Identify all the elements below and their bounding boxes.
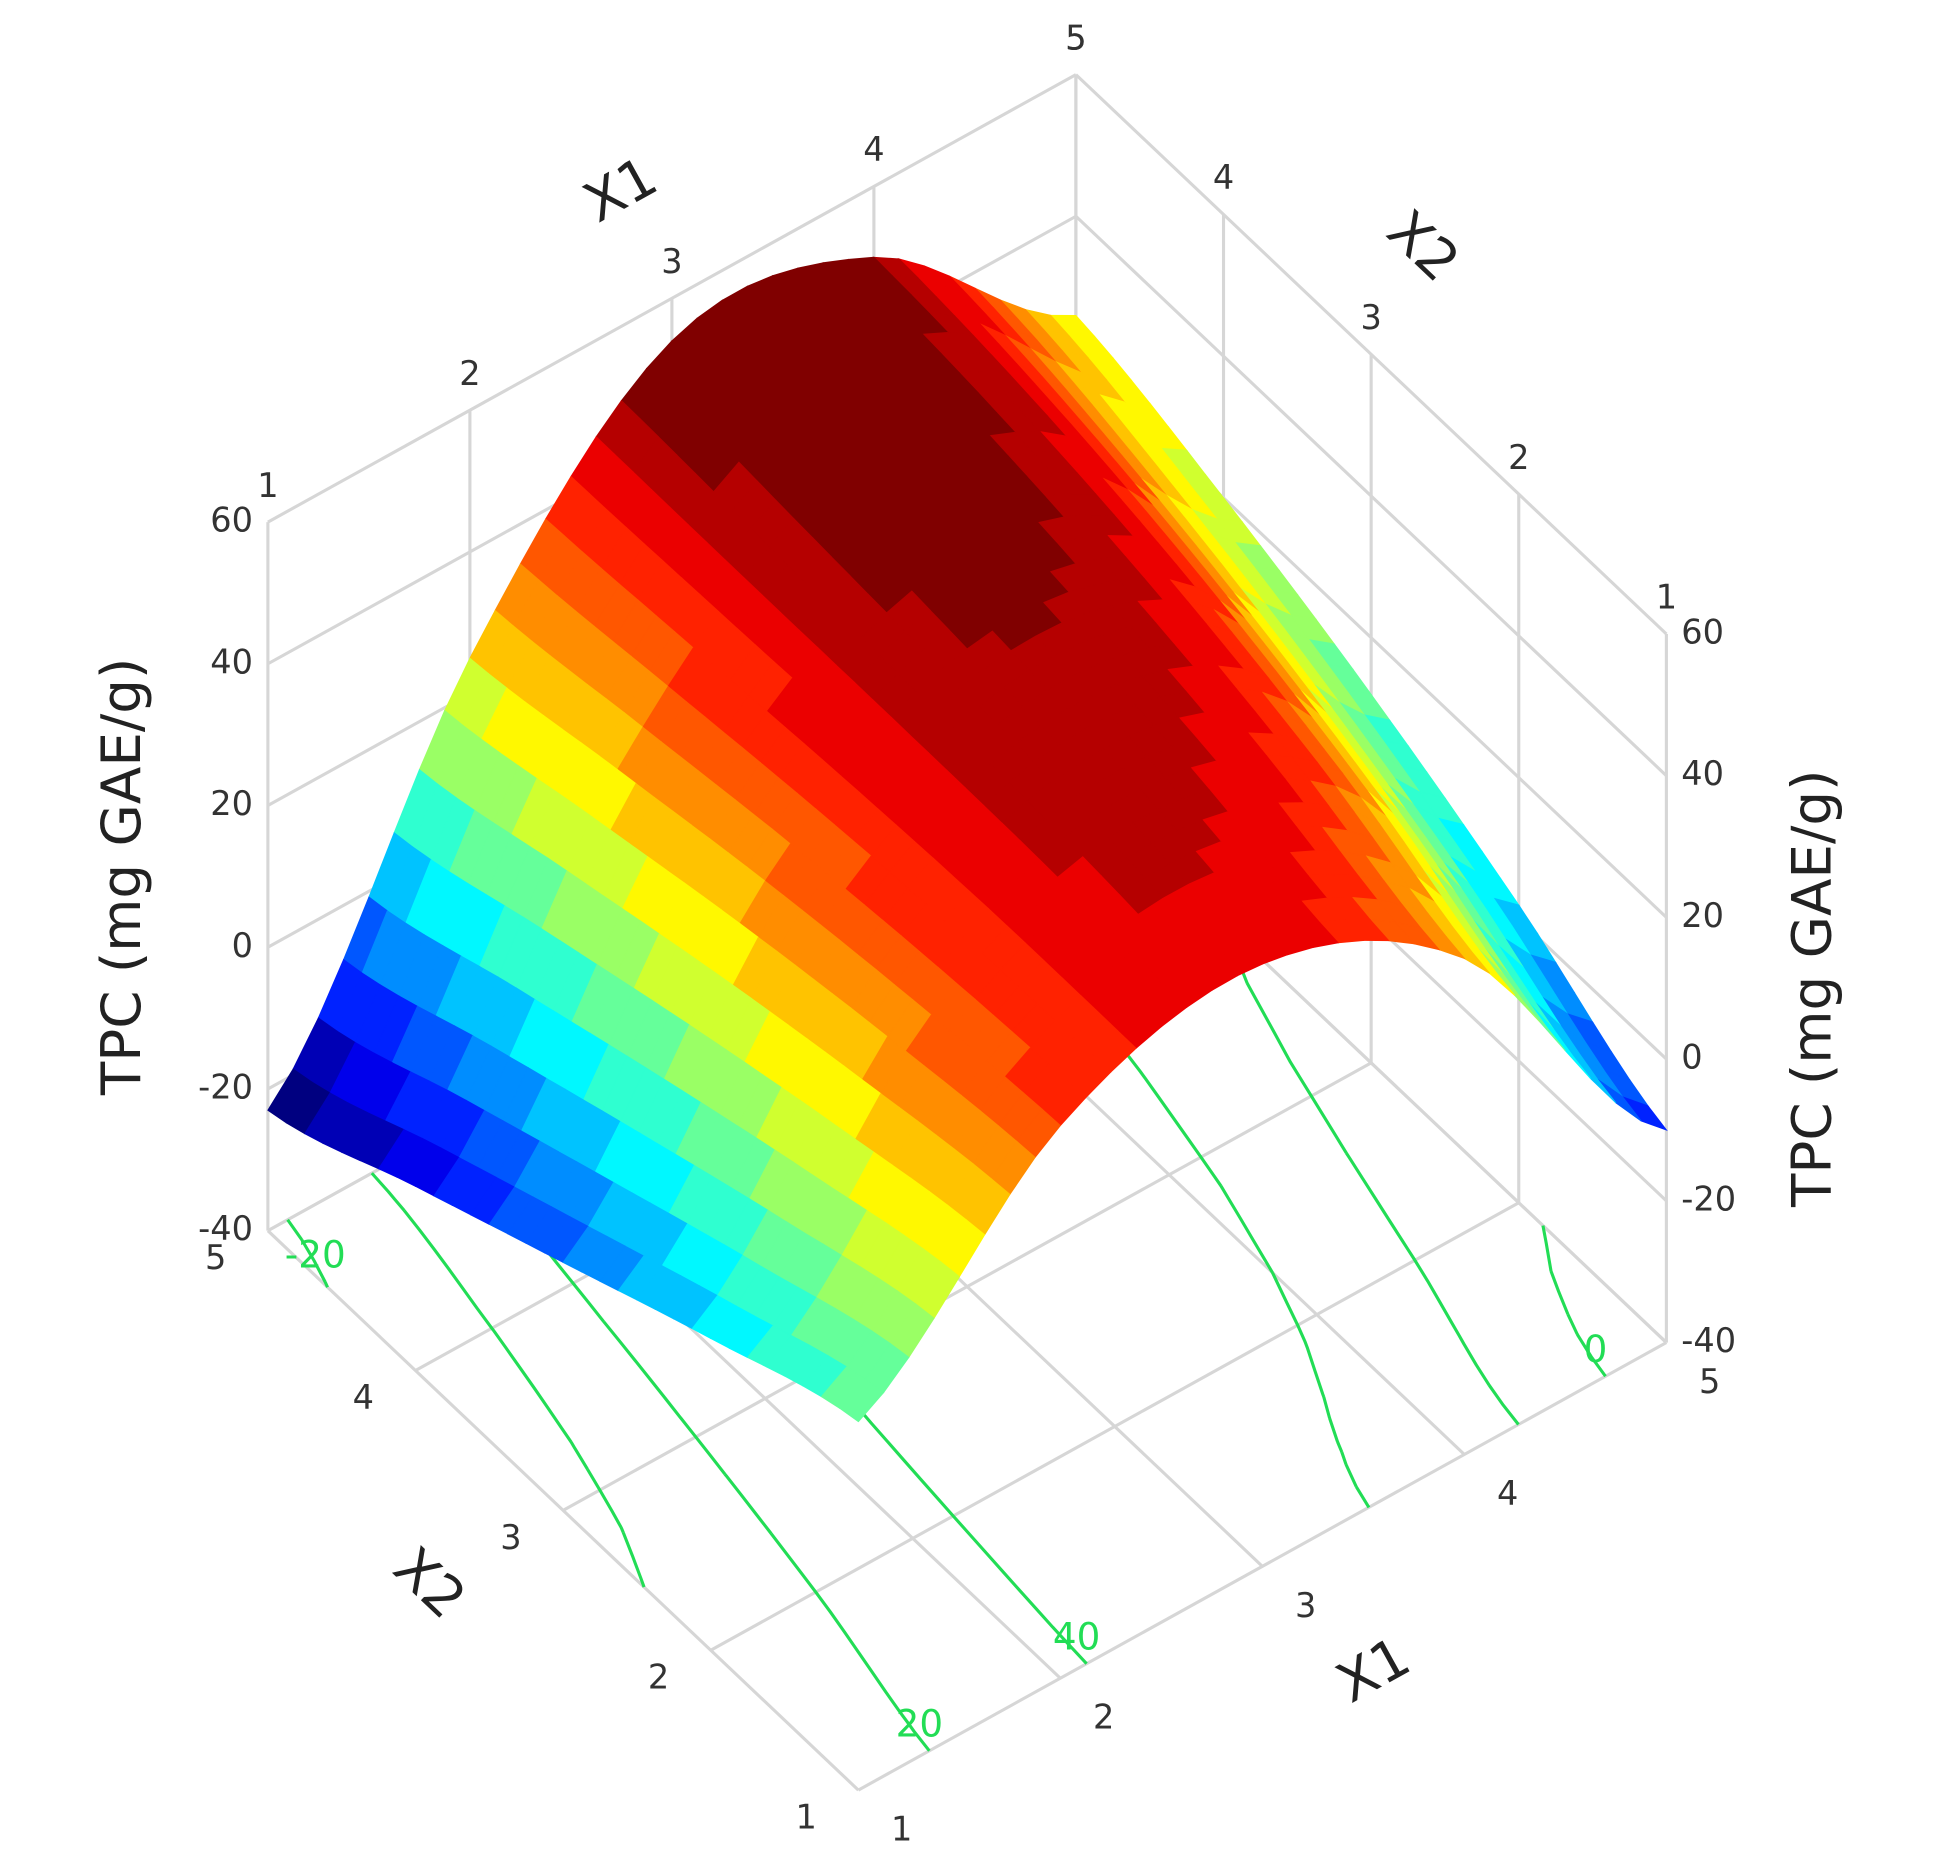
z-tick-label-right: -40 (1681, 1321, 1736, 1360)
contour-label: 20 (896, 1701, 943, 1745)
z-axis-title-left: TPC (mg GAE/g) (89, 658, 153, 1096)
y-tick-label-top: 5 (1065, 18, 1086, 57)
z-axis-title-right: TPC (mg GAE/g) (1780, 770, 1844, 1208)
contour-line (370, 1172, 1607, 1588)
z-tick-label-left: 40 (210, 642, 253, 681)
x-tick-label: 2 (1093, 1698, 1114, 1737)
z-tick-label-left: 20 (210, 784, 253, 823)
surface (267, 256, 1668, 1423)
z-tick-label-left: 60 (210, 501, 253, 540)
z-tick-label-left: 0 (232, 926, 253, 965)
z-tick-label-right: -20 (1681, 1179, 1736, 1218)
y-tick-label: 4 (353, 1378, 374, 1417)
y-axis-title-top: X2 (1375, 198, 1471, 294)
y-tick-label-top: 4 (1213, 158, 1234, 197)
grid-line (267, 73, 1077, 524)
x-tick-label-top: 1 (257, 466, 278, 505)
y-tick-label-top: 3 (1360, 298, 1381, 337)
x-tick-label: 1 (891, 1810, 912, 1849)
y-tick-label: 2 (648, 1658, 669, 1697)
x-tick-label-top: 2 (459, 354, 480, 393)
contour-label: 40 (1053, 1614, 1100, 1658)
grid-line (1074, 215, 1668, 777)
x-axis-title-top: X1 (573, 144, 667, 235)
y-tick-label-top: 1 (1656, 578, 1677, 617)
surface-patch (839, 1378, 885, 1423)
grid-line (709, 1201, 1520, 1652)
x-tick-label-top: 4 (863, 130, 884, 169)
x-tick-label-top: 5 (1065, 18, 1086, 57)
y-axis-title: X2 (382, 1535, 478, 1631)
grid-line (562, 1061, 1372, 1512)
x-tick-label: 4 (1497, 1474, 1518, 1513)
y-tick-label: 1 (795, 1797, 816, 1836)
z-tick-label-right: 0 (1681, 1038, 1702, 1077)
grid-line (1074, 73, 1668, 636)
x-tick-label-top: 3 (661, 242, 682, 281)
contour-label: 0 (1584, 1327, 1608, 1371)
x-tick-label: 3 (1295, 1586, 1316, 1625)
z-tick-label-right: 20 (1681, 896, 1724, 935)
z-tick-label-left: -40 (198, 1209, 253, 1248)
y-tick-label: 3 (500, 1518, 521, 1557)
z-tick-label-left: -20 (198, 1067, 253, 1106)
contour-line (286, 1218, 329, 1288)
y-tick-label: 5 (205, 1238, 226, 1277)
y-tick-label-top: 2 (1508, 438, 1529, 477)
grid-line (857, 1341, 1668, 1792)
x-axis-title: X1 (1326, 1624, 1420, 1715)
x-tick-label: 5 (1699, 1362, 1720, 1401)
z-tick-label-right: 60 (1681, 612, 1724, 651)
contour-label: -20 (285, 1233, 346, 1277)
z-tick-label-right: 40 (1681, 754, 1724, 793)
